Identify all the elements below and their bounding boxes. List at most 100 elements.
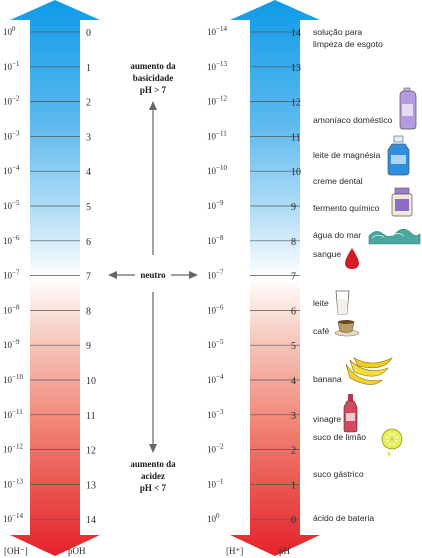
substance-blood: sangue bbox=[313, 249, 341, 259]
ph-value-label: 6 bbox=[291, 306, 296, 317]
substance-milk: leite bbox=[313, 298, 329, 308]
poh-ticks bbox=[30, 31, 80, 520]
ph-axis-label: pH bbox=[279, 546, 291, 556]
poh-concentration-label: 10−9 bbox=[3, 338, 20, 350]
poh-value-label: 3 bbox=[86, 132, 91, 143]
ph-concentration-label: 10−8 bbox=[207, 234, 224, 246]
h-concentration-labels: 10−14 10−13 10−12 10−11 10−10 10−9 10−8 10−7 10−… bbox=[207, 25, 227, 524]
substance-drain-cleaner-line2: limpeza de esgoto bbox=[313, 39, 383, 49]
poh-concentration-label: 10−11 bbox=[3, 408, 23, 420]
ph-value-label: 7 bbox=[291, 272, 296, 283]
lemon-icon bbox=[381, 428, 403, 457]
basic-arrow-head bbox=[149, 101, 157, 110]
neutral-label: neutro bbox=[140, 270, 166, 280]
poh-concentration-label: 10−5 bbox=[3, 199, 20, 211]
ph-concentration-label: 10−1 bbox=[207, 477, 224, 489]
ph-value-label: 4 bbox=[291, 376, 296, 387]
ph-concentration-label: 10−6 bbox=[207, 303, 224, 315]
ph-concentration-label: 10−2 bbox=[207, 443, 224, 455]
oh-concentration-labels: 100 10−1 10−2 10−3 10−4 10−5 10−6 10−7 10−8 10−9 1… bbox=[3, 25, 23, 524]
ph-column: 10−1410−1310−1210−1110−1010−910−810−710−… bbox=[207, 0, 320, 556]
vinegar-bottle-icon bbox=[343, 394, 358, 433]
acid-title-line1: aumento da bbox=[130, 459, 176, 469]
banana-icon bbox=[345, 357, 393, 385]
oh-axis-label: [OH⁻] bbox=[4, 546, 28, 556]
acid-title-line3: pH < 7 bbox=[140, 483, 167, 493]
ph-value-label: 5 bbox=[291, 341, 296, 352]
baking-powder-jar-icon bbox=[391, 187, 413, 217]
poh-value-label: 1 bbox=[86, 63, 91, 74]
neutral-left-arrow-head bbox=[108, 271, 117, 279]
poh-value-label: 13 bbox=[86, 480, 96, 491]
ph-concentration-label: 10−10 bbox=[207, 164, 227, 176]
ph-ticks bbox=[250, 31, 300, 520]
ph-value-label: 12 bbox=[291, 98, 301, 109]
substance-coffee: café bbox=[313, 326, 329, 336]
ph-value-label: 14 bbox=[291, 28, 301, 39]
poh-value-label: 9 bbox=[86, 341, 91, 352]
poh-concentration-label: 10−14 bbox=[3, 512, 23, 524]
poh-value-label: 8 bbox=[86, 306, 91, 317]
poh-concentration-label: 10−13 bbox=[3, 477, 23, 489]
neutral-right-arrow-head bbox=[189, 271, 198, 279]
substance-baking-powder: fermento químico bbox=[313, 203, 380, 213]
poh-concentration-label: 10−6 bbox=[3, 234, 20, 246]
ph-value-label: 1 bbox=[291, 480, 296, 491]
poh-value-label: 6 bbox=[86, 237, 91, 248]
ph-value-label: 0 bbox=[291, 515, 296, 526]
substance-milk-of-magnesia: leite de magnésia bbox=[313, 150, 381, 160]
ph-concentration-label: 10−12 bbox=[207, 95, 227, 107]
substance-banana: banana bbox=[313, 374, 342, 384]
poh-value-label: 7 bbox=[86, 272, 91, 283]
acid-title-line2: acidez bbox=[141, 471, 165, 481]
poh-concentration-label: 10−12 bbox=[3, 443, 23, 455]
substance-labels: solução para limpeza de esgoto amoníaco … bbox=[313, 27, 393, 523]
h-axis-label: [H⁺] bbox=[226, 546, 243, 556]
poh-value-label: 4 bbox=[86, 167, 91, 178]
blood-drop-icon bbox=[345, 248, 359, 269]
ph-concentration-label: 10−5 bbox=[207, 338, 224, 350]
substance-gastric-juice: suco gástrico bbox=[313, 469, 364, 479]
poh-concentration-label: 10−4 bbox=[3, 164, 20, 176]
ph-value-label: 3 bbox=[291, 411, 296, 422]
ph-concentration-label: 10−11 bbox=[207, 129, 227, 141]
ph-arrow-bar bbox=[230, 0, 320, 556]
acid-arrow-head bbox=[149, 444, 157, 453]
ph-concentration-label: 10−4 bbox=[207, 373, 224, 385]
ph-concentration-label: 100 bbox=[207, 512, 220, 524]
poh-concentration-label: 10−8 bbox=[3, 303, 20, 315]
coffee-cup-icon bbox=[334, 320, 360, 337]
poh-value-label: 14 bbox=[86, 515, 96, 526]
poh-concentration-label: 10−10 bbox=[3, 373, 23, 385]
ph-concentration-label: 10−13 bbox=[207, 60, 227, 72]
cleaner-bottle-icon bbox=[399, 87, 417, 130]
poh-concentration-label: 10−7 bbox=[3, 269, 20, 281]
substance-drain-cleaner-line1: solução para bbox=[313, 27, 362, 37]
poh-concentration-label: 100 bbox=[3, 25, 16, 37]
ph-value-label: 9 bbox=[291, 202, 296, 213]
ph-concentration-label: 10−7 bbox=[207, 269, 224, 281]
poh-column: 10010−110−210−310−410−510−610−710−810−91… bbox=[3, 0, 100, 556]
ph-value-label: 11 bbox=[291, 132, 301, 143]
poh-value-label: 10 bbox=[86, 376, 96, 387]
poh-value-label: 0 bbox=[86, 28, 91, 39]
substance-toothpaste: creme dental bbox=[313, 176, 363, 186]
substance-vinegar: vinagre bbox=[313, 414, 341, 424]
milk-glass-icon bbox=[335, 290, 350, 315]
ph-value-label: 2 bbox=[291, 446, 296, 457]
poh-concentration-label: 10−1 bbox=[3, 60, 20, 72]
poh-value-label: 11 bbox=[86, 411, 96, 422]
substance-battery-acid: ácido de bateria bbox=[313, 513, 374, 523]
poh-arrow-bar bbox=[10, 0, 100, 556]
ph-concentration-label: 10−9 bbox=[207, 199, 224, 211]
blue-bottle-icon bbox=[387, 135, 410, 176]
ph-value-label: 13 bbox=[291, 63, 301, 74]
substance-ammonia: amoníaco doméstico bbox=[313, 115, 393, 125]
poh-value-label: 5 bbox=[86, 202, 91, 213]
basic-title-line3: pH > 7 bbox=[140, 85, 167, 95]
poh-value-label: 12 bbox=[86, 446, 96, 457]
ph-concentration-label: 10−14 bbox=[207, 25, 227, 37]
